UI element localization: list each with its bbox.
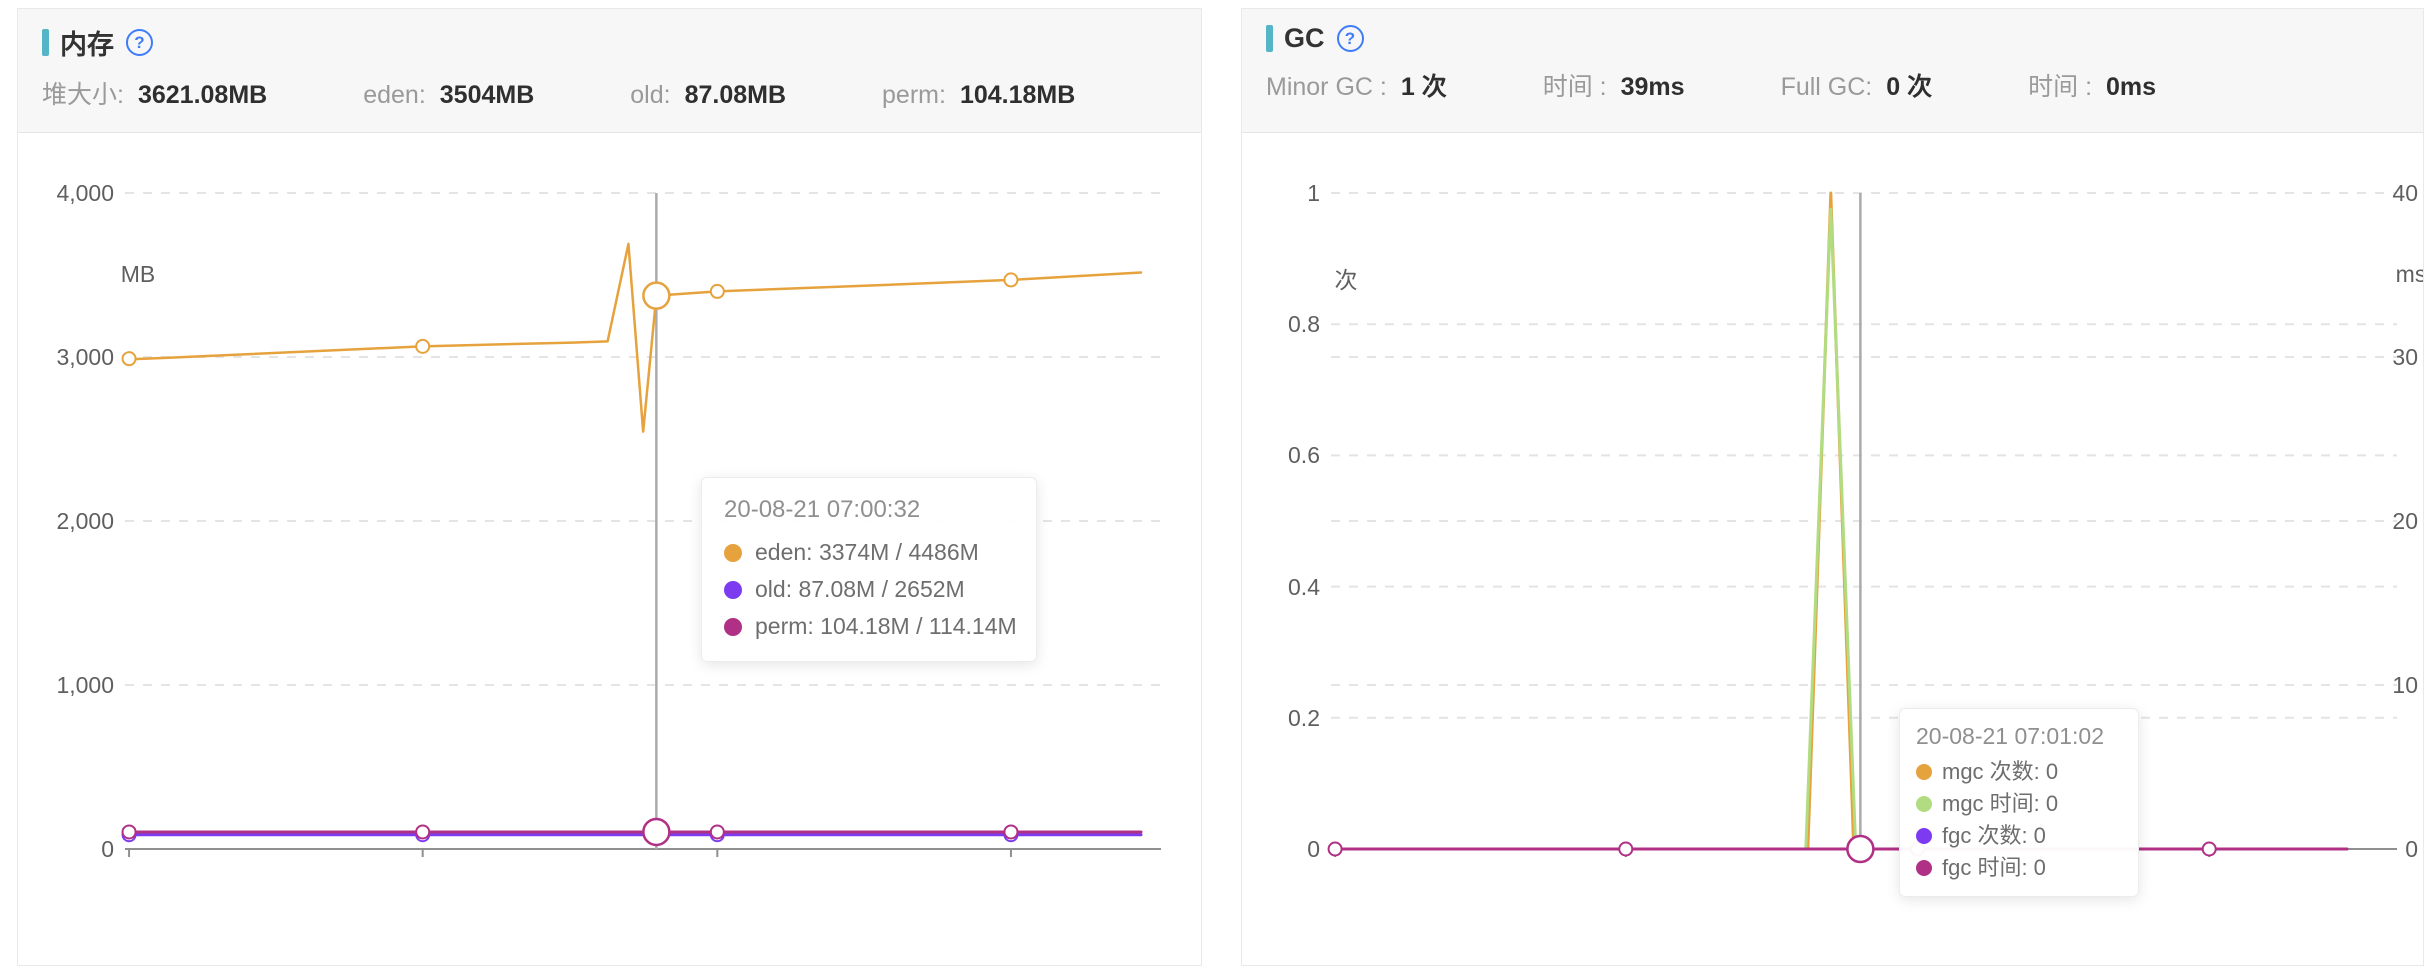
tooltip-timestamp: 20-08-21 07:01:02 (1916, 723, 2104, 749)
y-axis-label: 1,000 (56, 672, 114, 698)
y-axis-label: 0 (1307, 836, 1320, 862)
gc-panel-header: GC ? Minor GC : 1 次 时间 : 39ms Full GC: 0 次 时间 … (1242, 9, 2423, 133)
header-stat-label: eden: (363, 81, 426, 109)
memory-tooltip: 20-08-21 07:00:32 eden: 3374M / 4486M old… (701, 477, 1037, 662)
y-axis-label: 0.2 (1288, 704, 1320, 731)
header-stat-value: 0 次 (1886, 73, 1933, 101)
y-axis-label: 40 (2392, 180, 2418, 206)
memory-panel: 内存 ? 堆大小: 3621.08MB eden: 3504MB old: 87.08MB… (17, 8, 1202, 966)
header-stat-value: 39ms (1620, 73, 1685, 101)
header-stat-value: 0ms (2106, 73, 2157, 101)
y-axis-label: 1 (1307, 180, 1320, 206)
tooltip-row-text: fgc 时间: 0 (1942, 855, 2046, 880)
y-axis-unit-left: 次 (1334, 267, 1358, 293)
gc-panel: GC ? Minor GC : 1 次 时间 : 39ms Full GC: 0 次 时间 … (1241, 8, 2424, 966)
header-stat-label: 时间 : (2028, 73, 2093, 101)
tooltip-row: mgc 次数: 0 (1916, 756, 2122, 788)
series-dot-icon (1916, 764, 1932, 780)
tooltip-row-text: old: 87.08M / 2652M (755, 576, 965, 602)
tooltip-row-text: fgc 次数: 0 (1942, 823, 2046, 848)
title-accent-bar (1266, 25, 1273, 52)
y-axis-label: 10 (2392, 672, 2418, 698)
tooltip-row: perm: 104.18M / 114.14M (724, 608, 1017, 645)
y-axis-label: 0.4 (1288, 573, 1320, 600)
y-axis-label: 0 (101, 836, 114, 862)
help-icon[interactable]: ? (1336, 25, 1364, 52)
y-axis-unit: MB (120, 261, 156, 287)
tooltip-row-text: eden: 3374M / 4486M (755, 539, 979, 565)
memory-panel-header: 内存 ? 堆大小: 3621.08MB eden: 3504MB old: 87.08MB… (18, 9, 1201, 133)
y-axis-label: 30 (2392, 344, 2418, 370)
header-stat-value: 3621.08MB (137, 81, 268, 109)
series-dot-icon (1916, 828, 1932, 844)
header-stat-label: old: (630, 81, 671, 109)
tooltip-row: fgc 时间: 0 (1916, 852, 2122, 884)
y-axis-label: 0.6 (1288, 442, 1320, 469)
memory-chart-canvas (121, 192, 1161, 857)
tooltip-row: eden: 3374M / 4486M (724, 534, 1014, 571)
header-stat-label: Full GC: (1780, 73, 1873, 101)
tooltip-rows: mgc 次数: 0 mgc 时间: 0 fgc 次数: 0 fgc 时间: 0 (1916, 756, 2122, 884)
tooltip-row-text: perm: 104.18M / 114.14M (755, 613, 1017, 639)
tooltip-row-text: mgc 次数: 0 (1942, 759, 2059, 784)
series-dot-icon (1916, 796, 1932, 812)
gc-panel-title: GC (1284, 23, 1325, 53)
header-stat-value: 3504MB (439, 81, 535, 109)
tooltip-row: old: 87.08M / 2652M (724, 571, 1014, 608)
header-stat-value: 104.18MB (959, 81, 1076, 109)
y-axis-label: 3,000 (56, 344, 114, 370)
header-stat-label: 堆大小: (42, 81, 124, 109)
tooltip-timestamp: 20-08-21 07:00:32 (724, 496, 921, 523)
y-axis-unit-right: ms (2395, 261, 2424, 287)
tooltip-row-text: mgc 时间: 0 (1942, 791, 2059, 816)
header-stat-label: Minor GC : (1266, 73, 1387, 101)
y-axis-label: 0.8 (1288, 311, 1320, 338)
y-axis-label: 20 (2392, 508, 2418, 534)
series-dot-icon (724, 580, 742, 599)
y-axis-label: 0 (2405, 836, 2418, 862)
tooltip-row: fgc 次数: 0 (1916, 820, 2122, 852)
tooltip-rows: eden: 3374M / 4486M old: 87.08M / 2652M pe… (724, 534, 1017, 645)
memory-panel-title: 内存 (60, 30, 114, 60)
y-axis-label: 2,000 (56, 508, 114, 534)
header-stat-label: 时间 : (1542, 73, 1607, 101)
tooltip-row: mgc 时间: 0 (1916, 788, 2122, 820)
header-stat-value: 87.08MB (684, 81, 787, 109)
help-icon[interactable]: ? (126, 29, 153, 56)
y-axis-label: 4,000 (56, 180, 114, 206)
gc-chart-canvas (1327, 191, 2397, 864)
header-stat-value: 1 次 (1400, 73, 1447, 101)
series-dot-icon (724, 543, 742, 562)
title-accent-bar (42, 29, 49, 56)
series-dot-icon (1916, 860, 1932, 876)
gc-tooltip: 20-08-21 07:01:02 mgc 次数: 0 mgc 时间: 0 fgc … (1899, 708, 2139, 897)
series-dot-icon (724, 617, 742, 636)
gc-stats-row: Minor GC : 1 次 时间 : 39ms Full GC: 0 次 时间 : 0ms (1266, 66, 2399, 108)
header-stat-label: perm: (882, 81, 946, 109)
memory-stats-row: 堆大小: 3621.08MB eden: 3504MB old: 87.08MB perm:… (42, 74, 1177, 116)
